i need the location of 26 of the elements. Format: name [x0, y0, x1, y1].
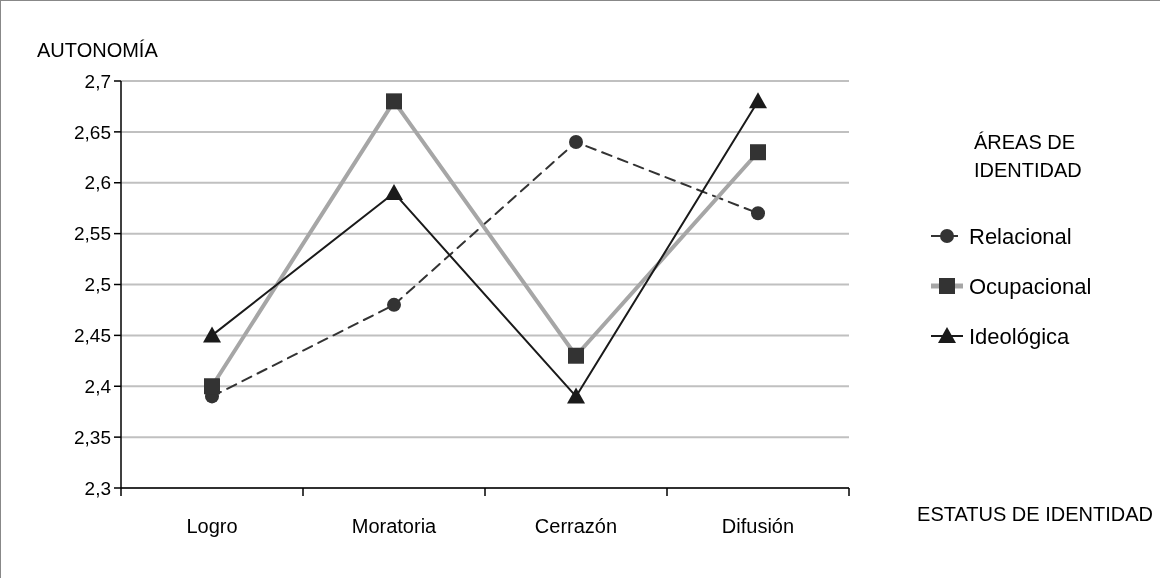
point — [569, 135, 583, 150]
legend-label: Relacional — [969, 223, 1072, 249]
x-tick-label: Moratoria — [351, 515, 438, 537]
legend-title: ÁREAS DE IDENTIDAD — [974, 131, 1082, 181]
y-tick-label: 2,6 — [84, 172, 111, 194]
y-tick-label: 2,55 — [74, 223, 111, 245]
x-tick-label: Logro — [186, 515, 238, 537]
point — [751, 206, 765, 221]
legend-label: Ideológica — [969, 323, 1071, 349]
point — [385, 183, 403, 200]
point — [387, 297, 401, 312]
y-tick-label: 2,4 — [84, 375, 112, 397]
y-tick-label: 2,35 — [74, 426, 111, 448]
y-tick-label: 2,7 — [84, 70, 111, 92]
legend-label: Ocupacional — [969, 273, 1092, 299]
y-tick-label: 2,45 — [74, 325, 111, 347]
y-tick-label: 2,65 — [74, 121, 111, 143]
x-tick-label: Cerrazón — [534, 515, 618, 537]
x-tick-label: Difusión — [721, 515, 795, 537]
point — [749, 92, 767, 109]
y-tick-label: 2,3 — [84, 477, 111, 499]
point — [567, 387, 585, 404]
y-tick-label: 2,5 — [84, 274, 111, 296]
y-axis-title: AUTONOMÍA — [37, 39, 159, 61]
x-axis-title: ESTATUS DE IDENTIDAD — [917, 503, 1153, 525]
point — [203, 326, 221, 343]
